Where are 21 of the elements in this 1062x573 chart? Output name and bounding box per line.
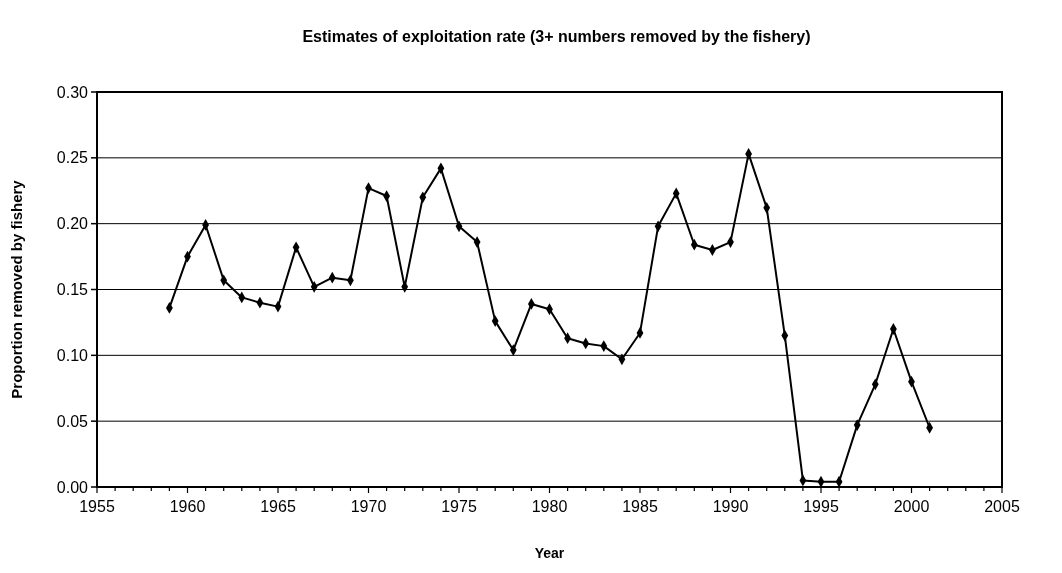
y-tick-label: 0.25 bbox=[56, 149, 89, 167]
x-axis-title: Year bbox=[534, 545, 565, 561]
x-tick-label: 1995 bbox=[803, 498, 839, 515]
y-tick-label: 0.30 bbox=[56, 83, 89, 101]
x-tick-label: 1965 bbox=[260, 498, 296, 515]
x-tick-label: 2000 bbox=[893, 498, 930, 515]
x-tick-label: 1990 bbox=[712, 498, 749, 515]
y-tick-label: 0.10 bbox=[56, 346, 89, 364]
chart-title: Estimates of exploitation rate (3+ numbers removed by the fishery) bbox=[302, 28, 811, 45]
y-tick-label: 0.05 bbox=[56, 412, 89, 430]
x-tick-label: 1970 bbox=[350, 498, 387, 515]
x-tick-label: 1960 bbox=[169, 498, 206, 515]
y-axis-title: Proportion removed by fishery bbox=[8, 179, 25, 399]
y-tick-label: 0.20 bbox=[56, 215, 89, 233]
x-tick-label: 1975 bbox=[441, 498, 477, 515]
x-tick-label: 2005 bbox=[984, 498, 1020, 515]
x-tick-label: 1980 bbox=[531, 498, 568, 515]
y-tick-label: 0.00 bbox=[56, 478, 89, 496]
y-tick-label: 0.15 bbox=[56, 281, 89, 299]
x-tick-label: 1985 bbox=[622, 498, 658, 515]
x-tick-label: 1955 bbox=[79, 498, 115, 515]
